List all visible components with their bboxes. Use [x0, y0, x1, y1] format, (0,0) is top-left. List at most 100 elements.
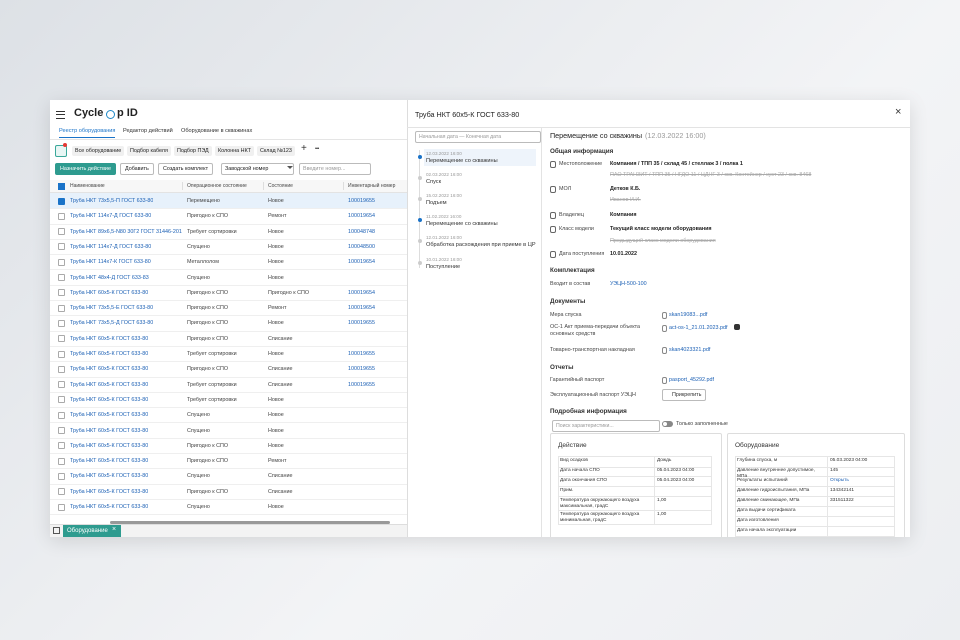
table-row[interactable]: [50, 270, 407, 286]
filter-chip[interactable]: Все оборудование: [72, 146, 125, 156]
column-header[interactable]: Инвентарный номер: [348, 183, 396, 189]
nav-tab[interactable]: Реестр оборудования: [59, 128, 116, 138]
inventory-number[interactable]: 100019654: [348, 259, 375, 266]
table-row[interactable]: [50, 438, 407, 455]
toolbar-button[interactable]: Добавить: [120, 163, 154, 175]
inventory-number[interactable]: 100048748: [348, 228, 375, 235]
card-value[interactable]: Открыть: [830, 478, 849, 483]
filter-button[interactable]: [55, 145, 67, 157]
inventory-number[interactable]: 100019654: [348, 213, 375, 220]
doc-file[interactable]: skan19083...pdf: [669, 312, 708, 318]
table-row[interactable]: [50, 331, 407, 347]
equipment-name[interactable]: Труба НКТ 60х5-К ГОСТ 633-80: [70, 427, 149, 434]
row-checkbox[interactable]: [58, 488, 65, 496]
row-checkbox[interactable]: [58, 427, 65, 434]
attach-button[interactable]: Прикрепить: [662, 389, 707, 401]
table-row[interactable]: [50, 392, 407, 409]
equipment-name[interactable]: Труба НКТ 60х5-К ГОСТ 633-80: [70, 504, 149, 510]
equipment-name[interactable]: Труба НКТ 73х5,5-Е ГОСТ 633-80: [70, 305, 154, 312]
row-checkbox[interactable]: [58, 350, 65, 358]
search-input[interactable]: Введите номер...: [299, 163, 371, 175]
inventory-number[interactable]: 100019655: [348, 381, 375, 388]
add-filter[interactable]: +: [301, 143, 307, 154]
row-checkbox[interactable]: [58, 289, 65, 297]
row-checkbox[interactable]: [58, 365, 65, 373]
close-button[interactable]: ×: [895, 106, 902, 118]
kit-value[interactable]: УЭЦН-500-100: [610, 281, 647, 287]
field-select[interactable]: Заводской номер: [221, 163, 294, 175]
more-filters[interactable]: •••: [315, 146, 319, 152]
bottom-tab-close[interactable]: ×: [112, 526, 117, 533]
row-checkbox[interactable]: [58, 197, 65, 205]
inventory-number[interactable]: 100019655: [348, 320, 375, 327]
row-checkbox[interactable]: [58, 212, 65, 220]
timeline-event[interactable]: Подъем: [426, 200, 447, 206]
column-header[interactable]: Наименование: [70, 183, 105, 189]
table-row[interactable]: [50, 300, 407, 317]
inventory-number[interactable]: 100048500: [348, 243, 375, 250]
nav-tab[interactable]: Оборудование в скважинах: [181, 128, 253, 134]
doc-file[interactable]: skan4023321.pdf: [669, 347, 711, 353]
table-row[interactable]: [50, 453, 407, 470]
bottom-tab[interactable]: [63, 525, 121, 537]
bottom-tab-label[interactable]: Оборудование: [67, 527, 108, 534]
equipment-name[interactable]: Труба НКТ 60х5-К ГОСТ 633-80: [70, 488, 149, 495]
equipment-name[interactable]: Труба НКТ 60х5-К ГОСТ 633-80: [70, 412, 149, 419]
row-checkbox[interactable]: [58, 396, 65, 404]
row-checkbox[interactable]: [58, 319, 65, 327]
timeline-event[interactable]: Перемещение со скважины: [426, 158, 498, 164]
row-checkbox[interactable]: [58, 411, 65, 419]
filter-chip[interactable]: Подбор ПЭД: [174, 146, 212, 156]
char-search[interactable]: Поиск характеристики...: [552, 420, 660, 432]
row-checkbox[interactable]: [58, 335, 65, 343]
table-row[interactable]: [50, 484, 407, 500]
row-checkbox[interactable]: [58, 228, 65, 236]
report-file[interactable]: pasport_45292.pdf: [669, 377, 714, 383]
equipment-name[interactable]: Труба НКТ 60х5-К ГОСТ 633-80: [70, 458, 149, 465]
toggle[interactable]: [662, 421, 673, 427]
row-checkbox[interactable]: [58, 457, 65, 465]
equipment-name[interactable]: Труба НКТ 114х7-К ГОСТ 633-80: [70, 259, 151, 266]
row-checkbox[interactable]: [58, 243, 65, 251]
home-icon[interactable]: [53, 527, 60, 534]
timeline-event[interactable]: Поступление: [426, 264, 461, 270]
table-row[interactable]: [50, 423, 407, 439]
row-checkbox[interactable]: [58, 274, 65, 281]
row-checkbox[interactable]: [58, 442, 65, 450]
row-checkbox[interactable]: [58, 258, 65, 266]
table-row[interactable]: [50, 499, 407, 516]
equipment-name[interactable]: Труба НКТ 60х5-К ГОСТ 633-80: [70, 396, 149, 403]
equipment-name[interactable]: Труба НКТ 60х5-К ГОСТ 633-80: [70, 289, 149, 296]
doc-file[interactable]: act-os-1_21.01.2023.pdf: [669, 325, 728, 331]
filter-chip[interactable]: Подбор кабеля: [127, 146, 171, 156]
table-row[interactable]: [50, 208, 407, 225]
equipment-name[interactable]: Труба НКТ 114х7-Д ГОСТ 633-80: [70, 243, 152, 250]
inventory-number[interactable]: 100019655: [348, 351, 375, 357]
table-row[interactable]: [50, 254, 407, 271]
timeline-event[interactable]: Спуск: [426, 179, 442, 185]
inventory-number[interactable]: 100019655: [348, 366, 375, 373]
equipment-name[interactable]: Труба НКТ 60х5-К ГОСТ 633-80: [70, 366, 149, 373]
filter-chip[interactable]: Колонна НКТ: [215, 146, 254, 156]
equipment-name[interactable]: Труба НКТ 89х6,5-N80 30Г2 ГОСТ 31446-201…: [70, 228, 182, 235]
nav-tab[interactable]: Редактор действий: [123, 128, 173, 134]
table-row[interactable]: [50, 193, 407, 210]
timeline-event[interactable]: Обработка расхождения при приеме в ЦР: [426, 242, 536, 248]
toolbar-button[interactable]: Создать комплект: [158, 163, 214, 175]
row-checkbox[interactable]: [58, 304, 65, 312]
table-row[interactable]: [50, 346, 407, 363]
table-row[interactable]: [50, 315, 407, 332]
row-checkbox[interactable]: [58, 381, 65, 389]
equipment-name[interactable]: Труба НКТ 48х4-Д ГОСТ 633-83: [70, 274, 149, 281]
table-row[interactable]: [50, 377, 407, 393]
table-row[interactable]: [50, 361, 407, 378]
menu-icon[interactable]: [56, 111, 65, 119]
date-range[interactable]: Начальная дата — Конечная дата: [415, 131, 541, 143]
equipment-name[interactable]: Труба НКТ 73х5,5-Д ГОСТ 633-80: [70, 320, 154, 327]
column-header[interactable]: Операционное состояние: [187, 183, 247, 189]
row-checkbox[interactable]: [58, 472, 65, 480]
header-checkbox[interactable]: [58, 183, 65, 190]
filter-chip[interactable]: Склад №123: [257, 146, 295, 156]
table-row[interactable]: [50, 285, 407, 302]
inventory-number[interactable]: 100019654: [348, 289, 375, 296]
